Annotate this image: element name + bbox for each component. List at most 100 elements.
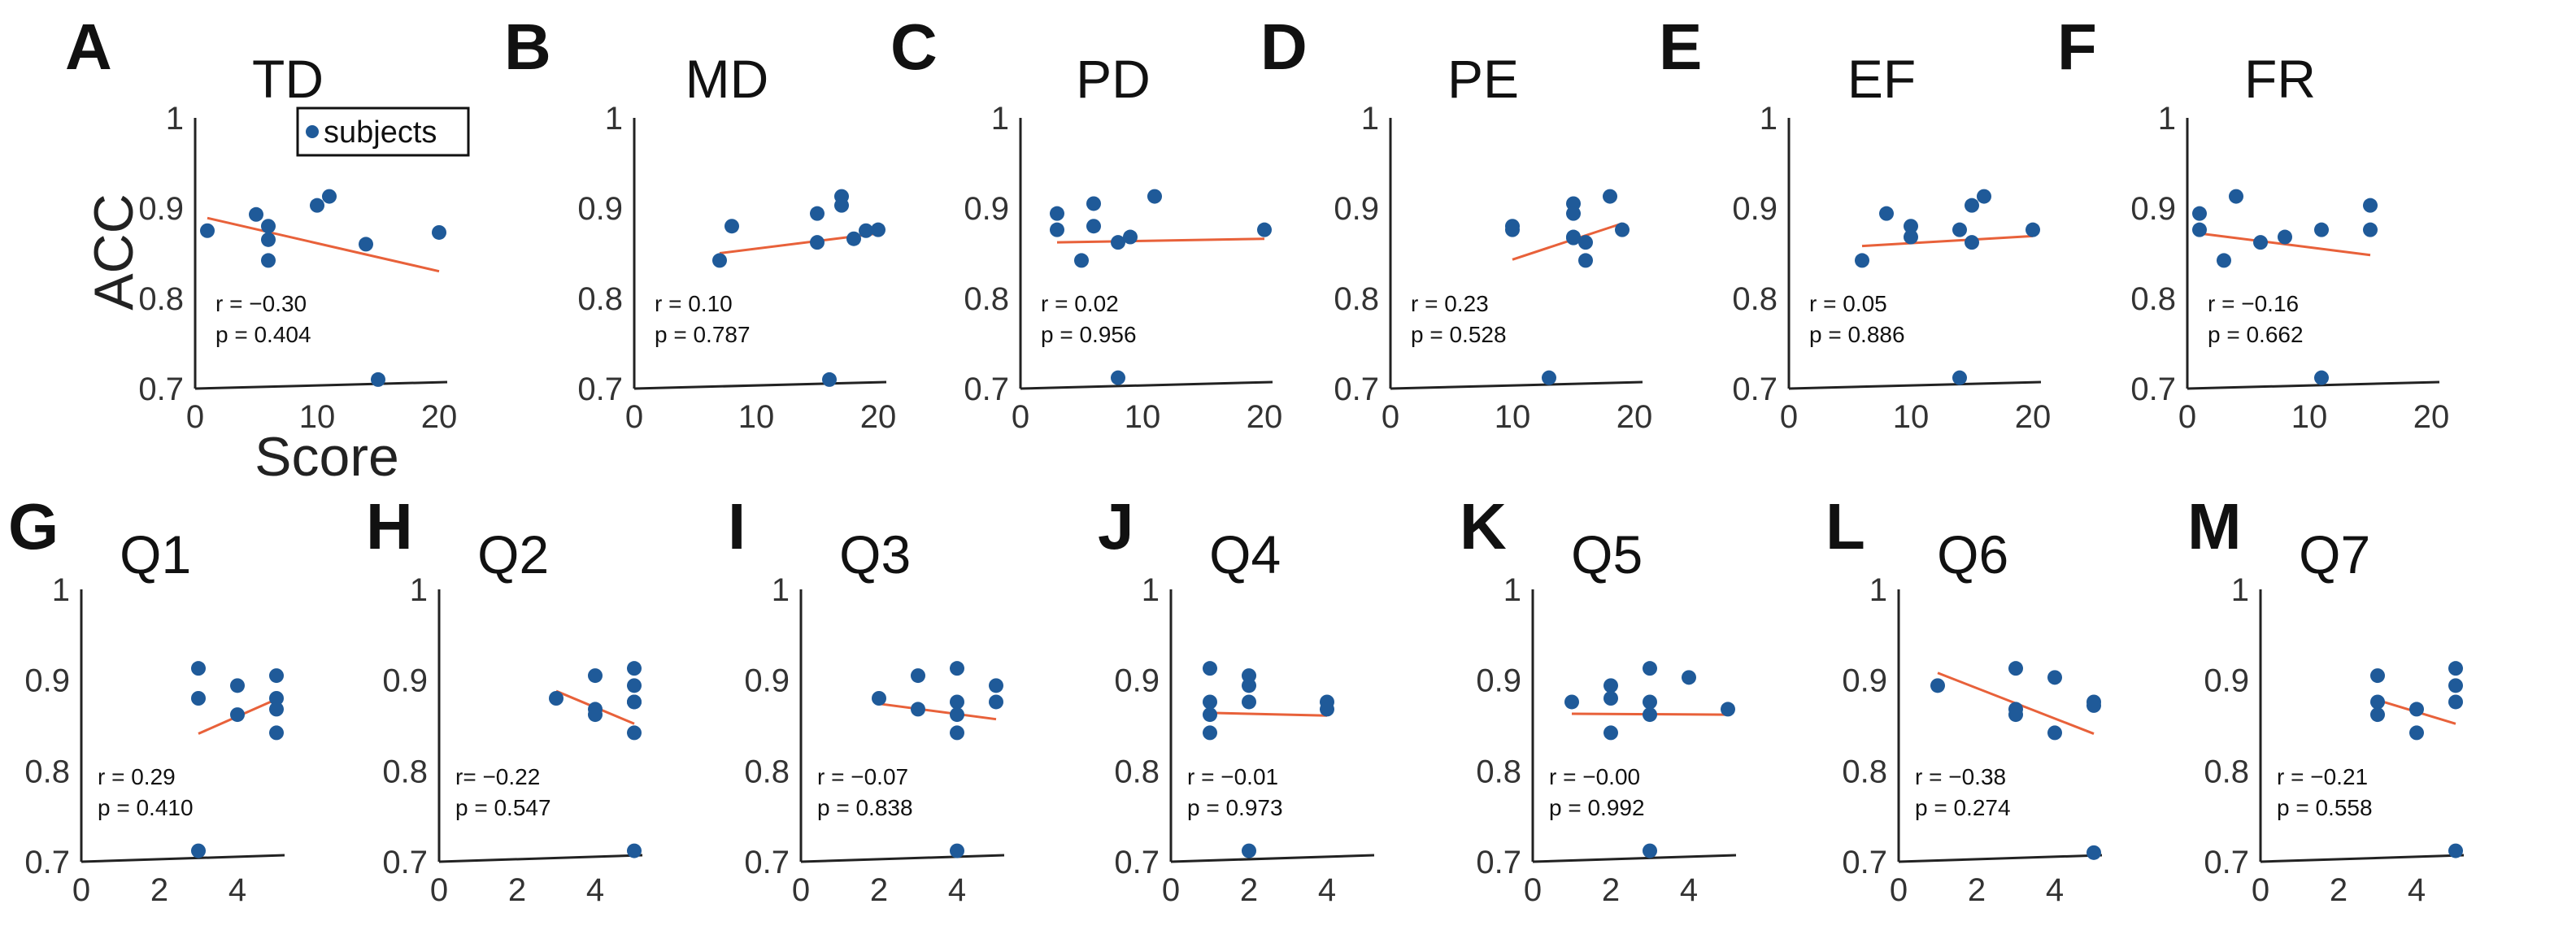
y-tick-label: 1 <box>410 572 428 608</box>
y-tick-label: 0.8 <box>1842 754 1887 789</box>
panel-e: E EF0.70.80.910 10 20r = 0.05p = 0.886 <box>1659 11 2051 435</box>
y-tick-label: 0.7 <box>577 372 623 407</box>
x-axis-line <box>194 380 448 390</box>
data-point <box>249 206 263 222</box>
data-point <box>846 231 861 246</box>
correlation-p: p = 0.274 <box>1915 795 2011 820</box>
data-point <box>1542 370 1556 385</box>
panel-title: MD <box>685 49 769 109</box>
data-point <box>269 725 284 741</box>
data-point <box>2026 222 2040 237</box>
correlation-p: p = 0.528 <box>1411 322 1507 347</box>
panel-title: PE <box>1447 49 1519 109</box>
x-tick-label: 2 <box>1602 872 1620 908</box>
data-point <box>2217 253 2231 268</box>
y-tick-label: 0.9 <box>964 191 1009 227</box>
correlation-p: p = 0.404 <box>215 322 311 347</box>
panel-letter: E <box>1659 11 1702 83</box>
data-point <box>950 694 964 710</box>
data-point <box>1603 725 1618 741</box>
fit-line <box>1861 234 2034 248</box>
panel-title: PD <box>1076 49 1151 109</box>
correlation-r: r = −0.30 <box>215 291 307 316</box>
fit-line <box>878 702 997 721</box>
data-point <box>627 661 642 676</box>
data-point <box>2192 206 2207 221</box>
x-axis-line <box>1898 854 2103 863</box>
data-point <box>871 222 886 237</box>
data-point <box>230 678 245 693</box>
data-point <box>1320 702 1334 717</box>
x-axis-line <box>1170 854 1375 863</box>
data-point <box>588 707 603 723</box>
correlation-p: p = 0.410 <box>98 795 194 820</box>
data-point <box>1505 222 1520 237</box>
data-point <box>310 198 324 213</box>
y-tick-label: 1 <box>2158 101 2176 137</box>
data-point <box>371 372 385 387</box>
data-point <box>2314 370 2329 385</box>
data-point <box>1643 694 1657 710</box>
x-axis-line <box>2260 854 2465 863</box>
panel-letter: L <box>1825 490 1865 563</box>
y-tick-label: 0.7 <box>1842 845 1887 880</box>
data-point <box>191 843 206 858</box>
data-point <box>261 253 276 268</box>
x-tick-label: 10 <box>2291 399 2328 435</box>
panel-title: EF <box>1847 49 1916 109</box>
y-tick-label: 0.9 <box>1842 663 1887 699</box>
x-axis-line <box>80 854 285 863</box>
y-tick-label: 0.9 <box>24 663 70 699</box>
data-point <box>191 691 206 706</box>
panel-i: I Q3 0.7 0.8 0.9 1 0 2 4 r = −0.07 p = 0.838 <box>728 490 1005 908</box>
panel-letter: J <box>1098 490 1134 563</box>
data-point <box>810 235 825 250</box>
data-point <box>2278 229 2292 245</box>
data-point <box>1682 670 1696 685</box>
x-axis-line <box>1532 854 1737 863</box>
y-tick-label: 1 <box>605 101 623 137</box>
data-point <box>1578 235 1593 250</box>
data-point <box>1965 235 1979 250</box>
data-point <box>989 678 1003 693</box>
x-axis-label: Score <box>255 426 399 488</box>
panel-f: F FR0.70.80.910 10 20r = −0.16p = 0.662 <box>2057 11 2449 435</box>
panel-title: TD <box>252 49 324 109</box>
panel-j: J Q4 0.7 0.8 0.9 1 0 2 4 r = −0.01 p = 0.973 <box>1098 490 1375 908</box>
data-point <box>724 219 739 234</box>
x-tick-label: 2 <box>150 872 168 908</box>
correlation-p: p = 0.973 <box>1187 795 1283 820</box>
y-tick-label: 0.8 <box>1114 754 1160 789</box>
x-tick-label: 10 <box>1495 399 1531 435</box>
x-tick-label: 0 <box>1382 399 1399 435</box>
data-point <box>269 668 284 684</box>
data-point <box>627 678 642 693</box>
data-point <box>2363 222 2378 237</box>
data-point <box>627 725 642 741</box>
correlation-r: r = −0.21 <box>2277 764 2368 789</box>
data-point <box>1965 198 1979 213</box>
x-tick-label: 10 <box>299 399 336 435</box>
data-point <box>261 219 276 234</box>
y-tick-label: 0.7 <box>1114 845 1160 880</box>
x-axis-line <box>633 380 887 390</box>
data-point <box>1086 219 1101 234</box>
data-point <box>191 661 206 676</box>
data-point <box>1721 702 1735 717</box>
y-tick-label: 0.8 <box>577 281 623 317</box>
x-tick-label: 0 <box>2252 872 2269 908</box>
data-point <box>1977 189 1991 204</box>
data-point <box>2409 702 2424 717</box>
correlation-p: p = 0.558 <box>2277 795 2373 820</box>
x-tick-label: 20 <box>1247 399 1283 435</box>
data-point <box>1203 661 1217 676</box>
y-tick-label: 0.8 <box>24 754 70 789</box>
correlation-p: p = 0.662 <box>2208 322 2304 347</box>
x-tick-label: 20 <box>1617 399 1653 435</box>
data-point <box>834 198 849 213</box>
data-point <box>810 206 825 221</box>
panel-title: Q4 <box>1209 524 1281 585</box>
y-tick-label: 0.8 <box>2204 754 2249 789</box>
data-point <box>1643 843 1657 858</box>
x-tick-label: 0 <box>1162 872 1180 908</box>
